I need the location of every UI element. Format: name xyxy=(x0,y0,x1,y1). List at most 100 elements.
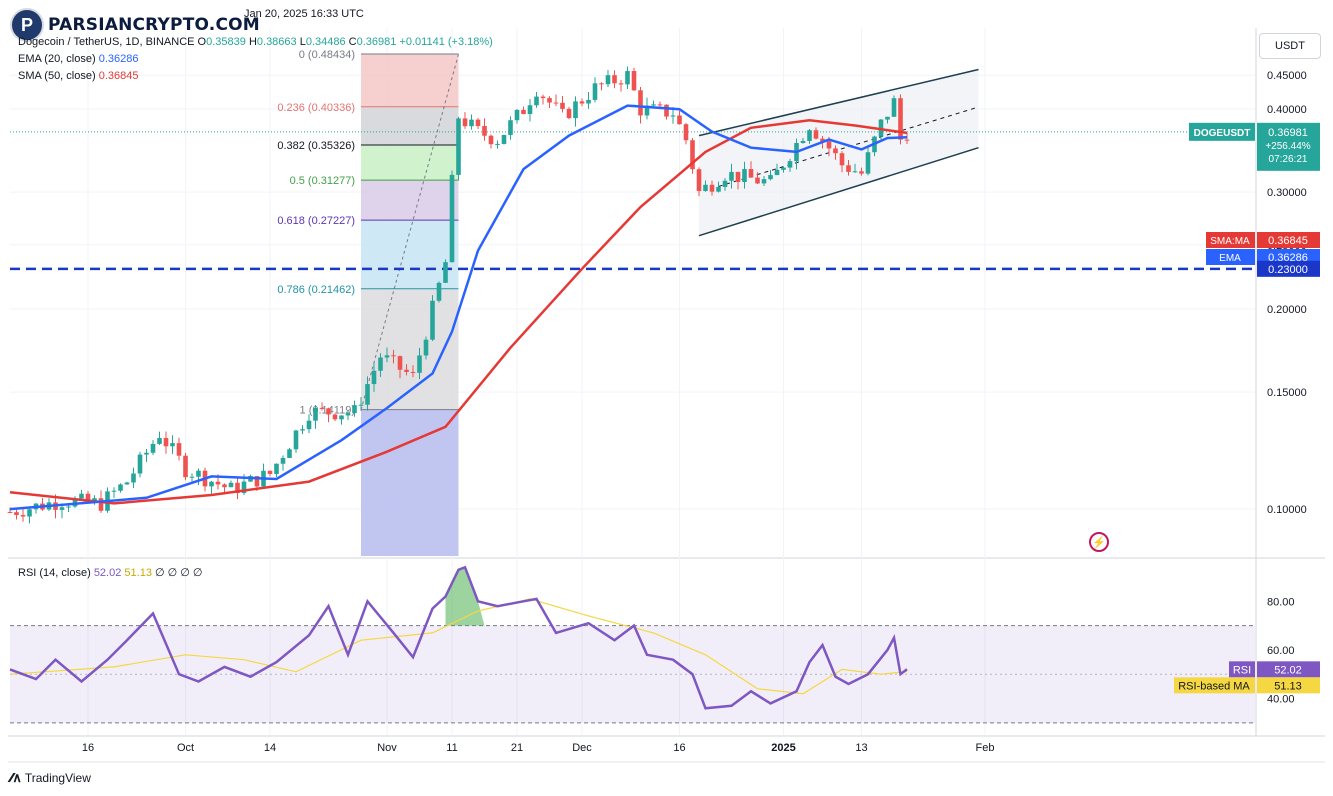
fib-label-5: 0.786 (0.21462) xyxy=(277,284,355,296)
tradingview-logo-icon: ⁄⁄∧ xyxy=(10,770,22,785)
ohlc-change: +0.01141 (+3.18%) xyxy=(399,36,493,48)
rsi-ma-tag xyxy=(1174,677,1255,694)
candle xyxy=(514,109,520,121)
channel-fill xyxy=(699,69,979,236)
candle xyxy=(410,371,416,373)
symbol-name[interactable]: Dogecoin / TetherUS, 1D, BINANCE xyxy=(18,36,195,48)
last-price-value: 0.36981 xyxy=(1268,127,1308,139)
fib-zone-2 xyxy=(361,145,459,181)
rsi-ma-value-box xyxy=(1257,677,1320,694)
time-tick-label-0: 16 xyxy=(82,742,94,754)
lightning-icon[interactable]: ⚡ xyxy=(1089,532,1109,552)
candle xyxy=(183,455,188,478)
rsi-tick-label-2: 40.00 xyxy=(1267,694,1295,706)
candle xyxy=(904,139,910,141)
candle xyxy=(547,98,552,103)
indicator-tag-label-2: EMA xyxy=(1219,253,1241,264)
time-tick-label-2: 14 xyxy=(264,742,276,754)
candle xyxy=(475,119,481,127)
last-price-box xyxy=(1257,122,1320,171)
candle xyxy=(534,96,539,106)
candle xyxy=(488,135,494,145)
candle xyxy=(92,498,97,502)
rsi-tick-label-0: 80.00 xyxy=(1267,596,1295,608)
candle xyxy=(560,102,565,109)
sma-label: SMA (50, close) xyxy=(18,70,96,82)
rsi-value-label: 52.02 xyxy=(1274,664,1302,676)
rsi-legend[interactable]: RSI (14, close) 52.02 51.13 ∅ ∅ ∅ ∅ xyxy=(18,566,203,579)
ohlc-close: 0.36981 xyxy=(356,36,397,48)
fib-zone-1 xyxy=(361,106,459,146)
rsi-band-fill xyxy=(10,625,1255,723)
candle xyxy=(774,169,780,176)
price-tick-label-2: 0.30000 xyxy=(1267,187,1307,199)
candle xyxy=(235,482,240,494)
candle xyxy=(508,120,513,135)
rsi-legend-extra: ∅ ∅ ∅ ∅ xyxy=(155,567,203,579)
logo-icon: P xyxy=(10,8,44,42)
candle xyxy=(241,481,247,494)
candle xyxy=(20,515,26,517)
candle xyxy=(495,143,500,145)
candle xyxy=(612,75,617,84)
candle xyxy=(664,104,669,117)
candle xyxy=(469,119,474,127)
currency-button[interactable]: USDT xyxy=(1259,33,1321,59)
rsi-legend-value: 52.02 xyxy=(93,567,122,579)
fib-label-3: 0.5 (0.31277) xyxy=(290,175,355,187)
time-tick-label-9: 13 xyxy=(855,742,867,754)
candle xyxy=(163,438,169,447)
candle xyxy=(66,506,71,508)
time-tick-label-6: Dec xyxy=(572,742,592,754)
ema-line xyxy=(9,104,908,511)
candle xyxy=(189,476,195,478)
candle xyxy=(293,430,299,450)
candle xyxy=(820,138,825,142)
candle xyxy=(722,180,728,187)
candle xyxy=(839,153,845,166)
candle xyxy=(332,414,338,420)
candle xyxy=(813,130,819,139)
symbol-tag xyxy=(1189,122,1255,141)
candle xyxy=(254,476,260,487)
candle xyxy=(157,438,162,444)
candle xyxy=(124,482,130,485)
candle xyxy=(170,443,175,447)
candle xyxy=(787,161,793,168)
last-price-change: +256.44% xyxy=(1265,141,1310,152)
price-tick-label-0: 0.45000 xyxy=(1267,70,1307,82)
candle xyxy=(482,126,487,136)
candles xyxy=(7,66,910,524)
rsi-tag-label: RSI xyxy=(1233,664,1251,676)
sma-line xyxy=(9,118,908,505)
symbol-legend[interactable]: Dogecoin / TetherUS, 1D, BINANCE O0.3583… xyxy=(18,36,493,48)
candle xyxy=(677,115,682,125)
sma-legend[interactable]: SMA (50, close) 0.36845 xyxy=(18,70,138,82)
candle xyxy=(761,179,767,184)
candle xyxy=(670,115,676,117)
candle xyxy=(274,463,279,474)
candle xyxy=(228,482,234,488)
rsi-tick-label-1: 60.00 xyxy=(1267,645,1295,657)
candle xyxy=(352,405,357,414)
ema-legend[interactable]: EMA (20, close) 0.36286 xyxy=(18,53,138,65)
candle xyxy=(313,407,318,421)
candle xyxy=(280,457,286,464)
fib-trend-line xyxy=(360,54,459,411)
candle xyxy=(111,490,117,492)
candle xyxy=(7,512,13,514)
tradingview-footer[interactable]: ⁄⁄∧ TradingView xyxy=(10,770,91,786)
ohlc-c-label: C xyxy=(348,36,357,48)
candle xyxy=(118,484,123,491)
candle xyxy=(501,134,507,144)
candle xyxy=(755,177,760,184)
price-tick-label-1: 0.40000 xyxy=(1267,104,1307,116)
candle xyxy=(144,452,149,455)
logo-text: PARSIANCRYPTO.COM xyxy=(48,15,260,35)
candle xyxy=(85,493,91,502)
candle xyxy=(553,102,559,104)
time-tick-label-1: Oct xyxy=(177,742,194,754)
candle xyxy=(768,175,773,180)
channel-upper-line xyxy=(698,68,979,137)
